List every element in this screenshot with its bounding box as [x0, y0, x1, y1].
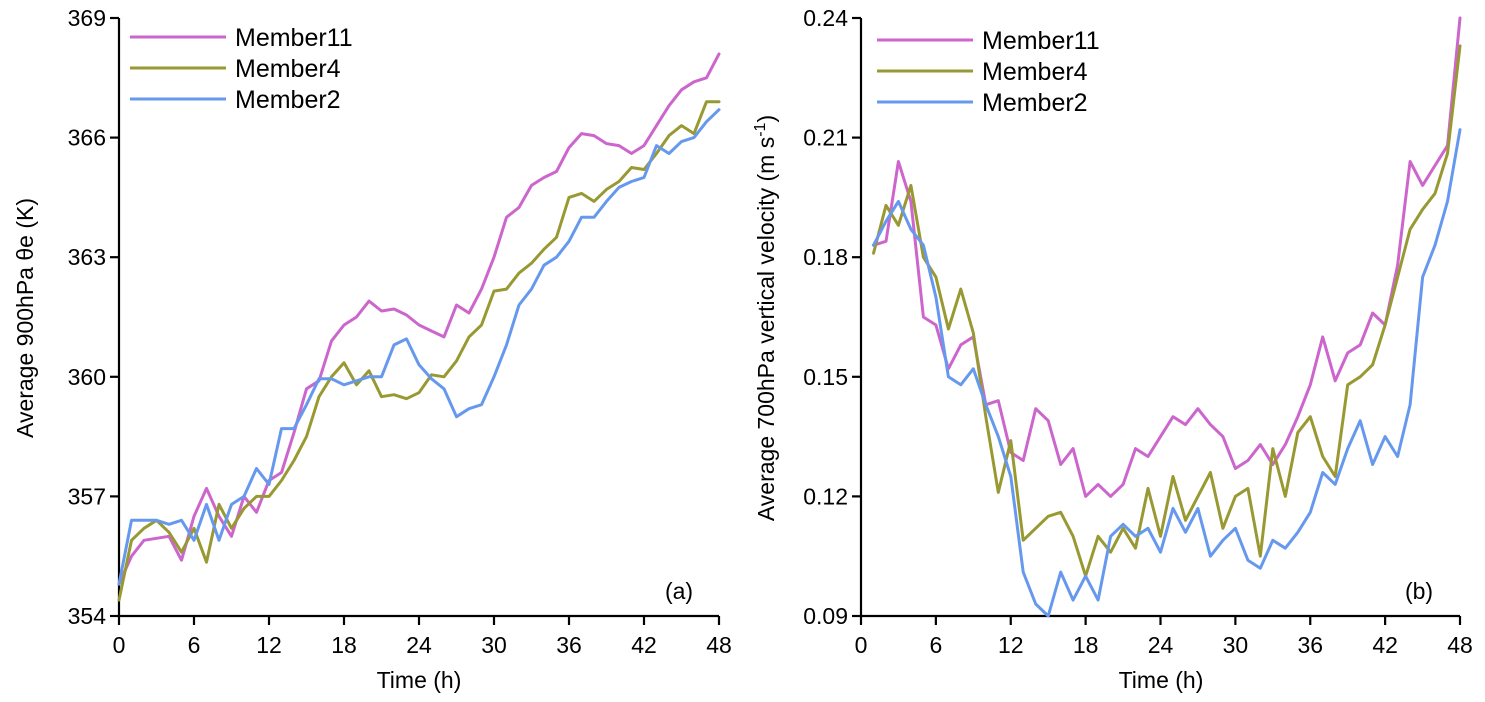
panel-a-series-member4 [117, 100, 721, 602]
panel-b-series-member11 [872, 16, 1462, 498]
panel-b-y-tick-label: 0.18 [803, 244, 848, 270]
panel-b-y-tick-label: 0.12 [803, 483, 848, 509]
panel-a-legend-label-member4: Member4 [235, 55, 341, 83]
panel-a-legend-label-member2: Member2 [235, 86, 341, 114]
panel-a-x-tick-label: 12 [256, 632, 282, 658]
panel-a-x-tick-label: 6 [188, 632, 201, 658]
panel-a-series-member11 [117, 52, 721, 586]
panel-a-ylabel: Average 900hPa θe (K) [12, 198, 38, 438]
panel-b-series-member2 [872, 128, 1462, 618]
panel-a-x-tick-label: 36 [556, 632, 582, 658]
panel-b-ylabel-sup: -1 [752, 122, 769, 136]
panel-b-ylabel-end: ) [753, 115, 779, 123]
panel-a-x-tick-label: 18 [331, 632, 357, 658]
panel-b-y-tick-label: 0.15 [803, 364, 848, 390]
panel-b-x-tick-label: 36 [1297, 632, 1323, 658]
panel-a-xlabel: Time (h) [377, 667, 462, 693]
panel-a-y-tick-label: 354 [68, 603, 107, 629]
panel-a-y-tick-label: 366 [68, 125, 106, 151]
panel-a-y-tick-label: 363 [68, 244, 106, 270]
panel-a-x-tick-label: 0 [113, 632, 126, 658]
panel-b-legend-label-member4: Member4 [982, 58, 1088, 86]
panel-b-x-tick-label: 0 [855, 632, 868, 658]
panel-a-x-tick-label: 24 [406, 632, 432, 658]
panel-b-x-tick-label: 12 [998, 632, 1024, 658]
panel-b-ylabel: Average 700hPa vertical velocity (m s-1) [752, 115, 779, 521]
panel-a-chart: Average 900hPa θe (K) Time (h) (a) 354 35… [12, 5, 732, 693]
panel-b-y-tick-label: 0.21 [803, 125, 848, 151]
panel-a-series-member2 [117, 108, 721, 586]
panel-b-panel-label: (b) [1405, 578, 1433, 604]
panel-b-y-tick-label: 0.24 [803, 5, 848, 31]
panel-b-x-tick-label: 6 [929, 632, 942, 658]
panel-b-chart: Average 700hPa vertical velocity (m s-1)… [752, 5, 1473, 693]
panel-b-x-tick-label: 42 [1372, 632, 1398, 658]
panel-b-series-member4 [872, 44, 1462, 578]
panel-a-y-tick-label: 357 [68, 483, 106, 509]
panel-b-xlabel: Time (h) [1119, 667, 1204, 693]
panel-b-x-tick-label: 24 [1148, 632, 1174, 658]
panel-a-x-tick-label: 30 [481, 632, 507, 658]
panel-b-x-tick-label: 18 [1073, 632, 1099, 658]
panel-a-panel-label: (a) [665, 578, 693, 604]
panel-b-x-tick-label: 30 [1223, 632, 1249, 658]
panel-a-legend-label-member11: Member11 [235, 24, 353, 52]
panel-b-x-tick-label: 48 [1447, 632, 1473, 658]
panel-a-x-tick-label: 42 [631, 632, 657, 658]
panel-a-x-tick-label: 48 [706, 632, 732, 658]
panel-a-y-tick-label: 369 [68, 5, 106, 31]
panel-b-ylabel-main: Average 700hPa vertical velocity (m s [753, 137, 779, 521]
panel-b-legend-label-member11: Member11 [982, 27, 1100, 55]
panel-b-legend-label-member2: Member2 [982, 89, 1088, 117]
panel-a-y-tick-label: 360 [68, 364, 106, 390]
panel-b-y-tick-label: 0.09 [803, 603, 848, 629]
